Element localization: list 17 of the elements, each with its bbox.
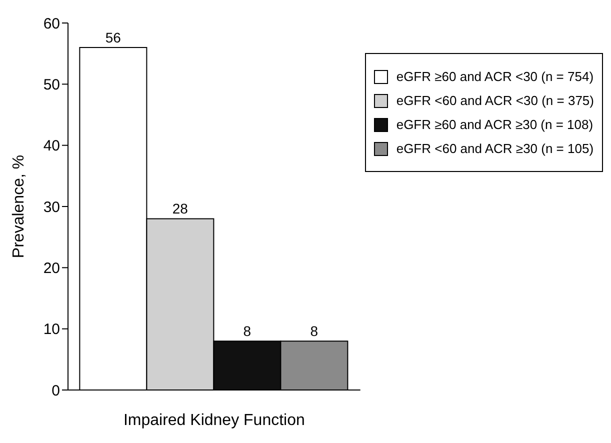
data-label: 28 [172, 200, 188, 217]
legend-label: eGFR ≥60 and ACR <30 (n = 754) [396, 69, 594, 84]
x-axis-title: Impaired Kidney Function [123, 412, 305, 429]
y-tick-label: 20 [43, 260, 60, 277]
y-tick-label: 50 [43, 76, 60, 94]
data-label: 8 [310, 323, 318, 340]
legend-label: eGFR <60 and ACR <30 (n = 375) [396, 93, 594, 108]
y-tick-label: 10 [43, 321, 60, 338]
y-tick-label: 40 [43, 138, 60, 155]
y-tick-label: 60 [43, 15, 60, 32]
legend-label: eGFR ≥60 and ACR ≥30 (n = 108) [396, 117, 594, 132]
y-axis-title: Prevalence, % [10, 154, 28, 258]
y-tick-label: 0 [52, 382, 60, 400]
data-label: 56 [105, 29, 122, 46]
data-label: 8 [243, 323, 252, 340]
y-tick-label: 30 [43, 198, 60, 216]
legend-label: eGFR <60 and ACR ≥30 (n = 105) [396, 141, 594, 156]
